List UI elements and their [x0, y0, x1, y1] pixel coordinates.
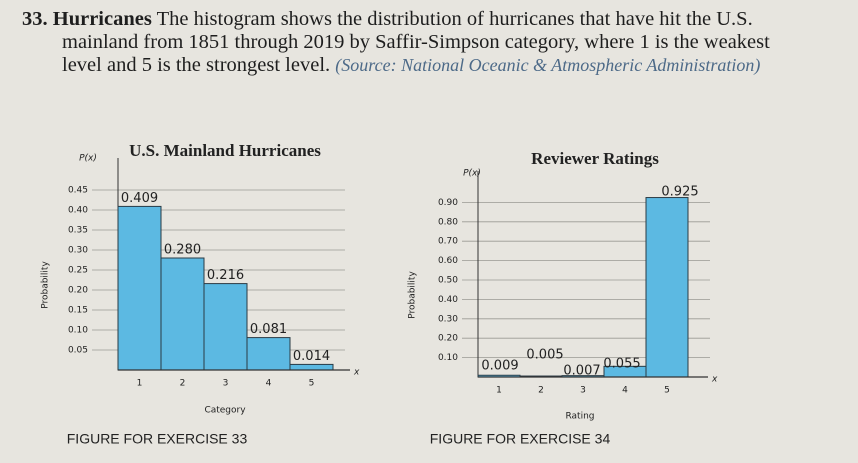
x-tick-label: 5	[664, 386, 670, 396]
x-tick-label: 2	[180, 379, 186, 389]
bar	[117, 205, 162, 371]
x-axis-symbol: x	[353, 368, 360, 378]
x-axis-symbol: x	[711, 375, 718, 385]
chart-title: Reviewer Ratings	[531, 149, 659, 168]
y-tick-label: 0.35	[68, 226, 88, 236]
caption: FIGURE FOR EXERCISE 33	[67, 431, 248, 447]
value-label: 0.005	[526, 348, 563, 363]
y-tick-label: 0.60	[438, 256, 458, 266]
y-tick-label: 0.20	[438, 334, 458, 344]
y-tick-label: 0.10	[438, 353, 458, 363]
y-tick-label: 0.20	[68, 286, 88, 296]
x-axis-label: Rating	[565, 412, 594, 422]
caption: FIGURE FOR EXERCISE 34	[430, 431, 611, 447]
value-label: 0.280	[164, 243, 201, 258]
x-tick-label: 3	[580, 386, 586, 396]
x-tick-label: 4	[266, 379, 272, 389]
x-axis-label: Category	[204, 406, 246, 416]
value-label: 0.216	[207, 268, 244, 283]
exercise-source: (Source: National Oceanic & Atmospheric …	[335, 55, 761, 75]
y-tick-label: 0.25	[68, 266, 88, 276]
value-label: 0.925	[661, 185, 698, 200]
bar	[160, 257, 205, 371]
chart-title: U.S. Mainland Hurricanes	[129, 141, 321, 160]
y-tick-label: 0.40	[438, 295, 458, 305]
bar	[289, 363, 334, 371]
y-tick-label: 0.30	[68, 246, 88, 256]
x-tick-label: 1	[137, 379, 143, 389]
y-axis-symbol: P(x)	[79, 154, 97, 164]
y-axis-label: Probability	[41, 261, 51, 309]
y-tick-label: 0.90	[438, 198, 458, 208]
y-tick-label: 0.80	[438, 217, 458, 227]
bar	[246, 337, 291, 371]
y-tick-label: 0.05	[68, 346, 88, 356]
x-tick-label: 1	[496, 386, 502, 396]
y-tick-label: 0.45	[68, 186, 88, 196]
x-tick-label: 5	[309, 379, 315, 389]
y-tick-label: 0.30	[438, 314, 458, 324]
exercise-title: Hurricanes	[52, 8, 152, 30]
exercise-text: The histogram shows the distribution of …	[62, 8, 770, 76]
y-tick-label: 0.50	[438, 276, 458, 286]
x-tick-label: 4	[622, 386, 628, 396]
x-tick-label: 2	[538, 386, 544, 396]
bar	[645, 197, 689, 378]
value-label: 0.409	[121, 191, 158, 206]
x-tick-label: 3	[223, 379, 229, 389]
value-label: 0.007	[563, 364, 600, 379]
exercise: 33. Hurricanes The histogram shows the d…	[22, 8, 807, 77]
value-label: 0.009	[481, 359, 518, 374]
y-tick-label: 0.70	[438, 237, 458, 247]
y-tick-label: 0.40	[68, 206, 88, 216]
y-tick-label: 0.10	[68, 326, 88, 336]
value-label: 0.014	[293, 349, 330, 364]
y-axis-symbol: P(x)	[463, 169, 481, 179]
value-label: 0.055	[603, 357, 640, 372]
bar	[203, 283, 248, 371]
exercise-number: 33.	[22, 8, 48, 30]
y-tick-label: 0.15	[68, 306, 88, 316]
value-label: 0.081	[250, 322, 287, 337]
y-axis-label: Probability	[408, 271, 418, 319]
